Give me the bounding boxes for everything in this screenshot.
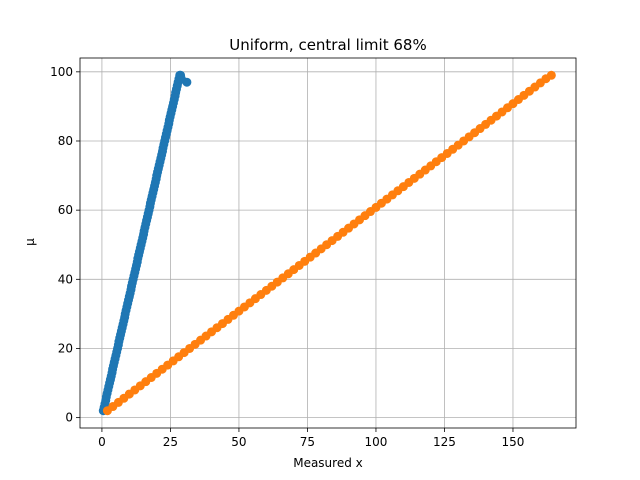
- tick-layer: 0 25 50 75 100 125 150 0 20 40 60 80 100: [50, 65, 524, 449]
- y-tick-label: 0: [65, 411, 73, 425]
- x-tick-label: 125: [433, 435, 456, 449]
- x-tick-label: 0: [98, 435, 106, 449]
- data-point: [546, 70, 556, 80]
- x-tick-label: 150: [502, 435, 525, 449]
- chart-title: Uniform, central limit 68%: [229, 36, 426, 54]
- series-1: [98, 70, 192, 416]
- y-tick-label: 80: [58, 134, 73, 148]
- x-axis-label: Measured x: [293, 456, 363, 470]
- series-2: [102, 70, 556, 416]
- y-tick-label: 40: [58, 272, 73, 286]
- plot-frame: [79, 57, 577, 429]
- data-point: [182, 77, 192, 87]
- data-points-layer: [98, 70, 556, 416]
- x-tick-label: 50: [231, 435, 246, 449]
- y-axis-label: μ: [23, 238, 37, 246]
- y-tick-label: 60: [58, 203, 73, 217]
- y-tick-label: 20: [58, 341, 73, 355]
- x-tick-label: 100: [365, 435, 388, 449]
- y-tick-label: 100: [50, 65, 73, 79]
- x-tick-label: 25: [163, 435, 178, 449]
- x-tick-label: 75: [300, 435, 315, 449]
